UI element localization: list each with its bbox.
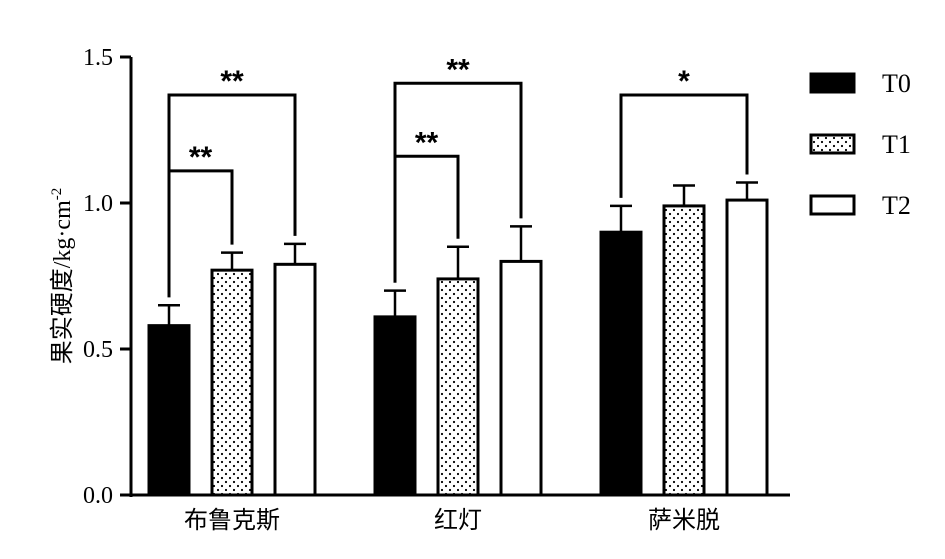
significance-label: * — [678, 65, 690, 98]
legend-label: T1 — [882, 130, 911, 159]
y-tick-label: 0.0 — [83, 483, 113, 509]
y-ticks: 0.0 0.5 1.0 1.5 — [83, 45, 131, 509]
legend-swatch-t1 — [809, 133, 856, 155]
error-bars — [158, 181, 758, 326]
y-axis-title-text: 果实硬度/kg·cm — [49, 200, 76, 364]
bar-t0 — [373, 315, 417, 497]
significance-bracket — [619, 93, 749, 198]
y-axis-title-superscript: -2 — [49, 188, 65, 201]
bar-t2 — [499, 259, 543, 497]
y-axis-title: 果实硬度/kg·cm-2 — [49, 188, 76, 364]
significance-bracket — [393, 81, 523, 283]
legend-swatch-t2 — [809, 194, 856, 216]
bar-t1 — [210, 268, 254, 497]
significance-bracket — [167, 93, 297, 298]
y-tick-label: 0.5 — [83, 337, 113, 363]
bar-t1 — [662, 204, 706, 497]
bar-t0 — [147, 324, 191, 497]
legend-label: T2 — [882, 191, 911, 220]
category-label: 红灯 — [434, 507, 482, 534]
legend-swatch-t0 — [809, 72, 856, 94]
significance-label: ** — [415, 126, 439, 159]
bar-t2 — [725, 198, 769, 497]
bar-t2 — [273, 262, 317, 497]
legend: T0 T1 T2 — [809, 69, 911, 220]
category-labels: 布鲁克斯 红灯 萨米脱 — [184, 478, 720, 534]
bars — [147, 198, 769, 497]
bar-t1 — [436, 277, 480, 497]
significance-brackets: ******** * — [167, 53, 749, 298]
significance-label: ** — [189, 141, 213, 174]
y-tick-label: 1.0 — [83, 191, 113, 217]
significance-label: ** — [220, 65, 244, 98]
category-label: 布鲁克斯 — [184, 507, 280, 534]
y-tick-label: 1.5 — [83, 45, 113, 71]
significance-label: ** — [446, 53, 470, 86]
bar-t0 — [599, 230, 643, 497]
category-label: 萨米脱 — [648, 507, 720, 534]
significance-bracket — [393, 154, 460, 283]
legend-label: T0 — [882, 69, 911, 98]
